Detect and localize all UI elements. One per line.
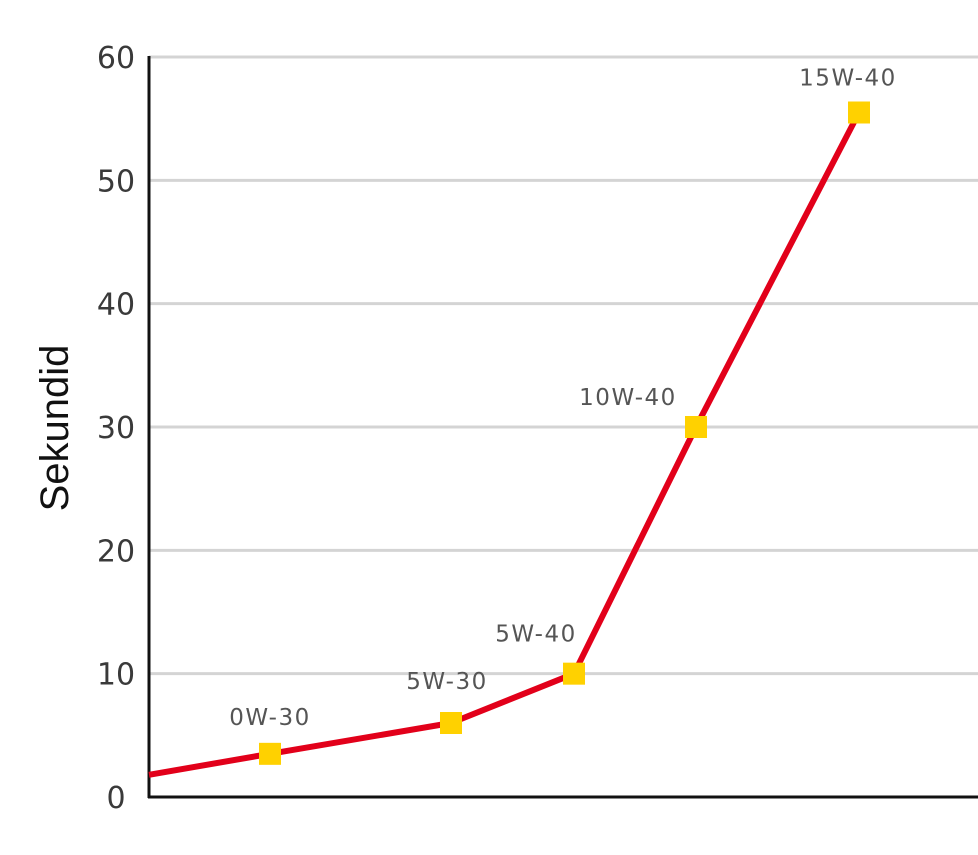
point-label-0W-30: 0W-30 — [229, 705, 311, 731]
gridlines — [149, 55, 978, 676]
y-tick-label-10: 10 — [97, 658, 135, 693]
y-tick-label-60: 60 — [97, 41, 135, 76]
data-point-15W-40 — [848, 101, 870, 124]
point-labels: 0W-30 5W-30 5W-40 10W-40 15W-40 — [229, 66, 897, 731]
data-point-5W-40 — [563, 662, 585, 685]
y-tick-label-30: 30 — [97, 411, 135, 446]
y-axis-title: Sekundid — [33, 345, 77, 512]
data-point-10W-40 — [685, 416, 707, 438]
point-label-5W-40: 5W-40 — [495, 622, 577, 648]
y-tick-label-20: 20 — [97, 534, 135, 569]
y-tick-labels: 0 10 20 30 40 50 60 — [97, 41, 135, 816]
point-label-10W-40: 10W-40 — [579, 385, 677, 411]
axes — [147, 56, 978, 799]
point-label-15W-40: 15W-40 — [799, 66, 897, 92]
y-tick-label-40: 40 — [97, 288, 135, 323]
data-point-5W-30 — [440, 712, 462, 734]
y-tick-label-0: 0 — [106, 781, 125, 816]
point-label-5W-30: 5W-30 — [406, 669, 488, 695]
data-point-0W-30 — [259, 742, 281, 765]
series-line — [148, 111, 862, 778]
series-line-layer — [148, 111, 862, 778]
y-tick-label-50: 50 — [97, 164, 135, 199]
data-markers — [259, 101, 870, 765]
